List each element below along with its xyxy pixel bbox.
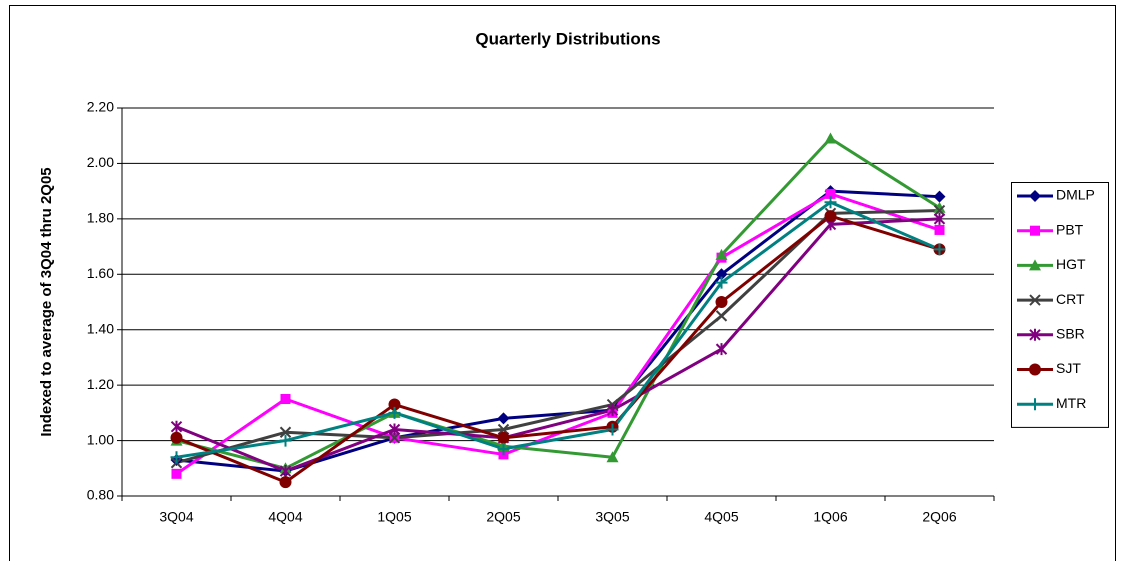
marker <box>824 196 837 209</box>
marker <box>280 394 291 404</box>
y-tick-label: 1.00 <box>87 431 114 447</box>
marker <box>933 204 946 217</box>
series-line <box>175 217 940 473</box>
marker <box>606 451 619 463</box>
marker <box>497 431 510 444</box>
marker <box>715 310 728 322</box>
x-tick-label: 3Q04 <box>159 509 193 525</box>
marker <box>825 188 836 199</box>
x-tick-label: 2Q06 <box>922 509 956 525</box>
legend-label: SJT <box>1056 360 1081 376</box>
marker <box>715 296 728 308</box>
marker <box>824 132 837 144</box>
x-tick-label: 4Q04 <box>268 509 302 525</box>
legend-label: HGT <box>1056 256 1086 272</box>
y-tick-label: 1.80 <box>87 210 114 226</box>
marker <box>1029 328 1041 341</box>
marker <box>1029 363 1041 376</box>
y-tick-label: 1.40 <box>87 320 114 336</box>
marker <box>715 268 728 281</box>
marker <box>170 431 183 444</box>
series-line <box>176 136 941 470</box>
x-tick-label: 1Q06 <box>813 509 847 525</box>
marker <box>1029 190 1041 202</box>
chart-border <box>9 5 1116 561</box>
legend-label: DMLP <box>1056 187 1095 203</box>
marker <box>933 212 946 225</box>
legend-label: SBR <box>1056 326 1085 342</box>
marker <box>933 201 946 213</box>
legend-label: CRT <box>1056 291 1085 307</box>
marker <box>933 243 946 256</box>
marker <box>497 412 510 425</box>
marker <box>715 343 728 356</box>
y-tick-label: 2.00 <box>87 154 114 170</box>
series-line <box>176 189 940 473</box>
marker <box>497 442 510 455</box>
marker <box>933 190 946 203</box>
y-tick-label: 0.80 <box>87 487 114 503</box>
marker <box>715 248 728 260</box>
y-tick-label: 1.20 <box>87 376 114 392</box>
series-line <box>175 214 940 484</box>
marker <box>934 224 945 235</box>
x-tick-label: 3Q05 <box>595 509 629 525</box>
marker <box>279 465 292 478</box>
x-tick-label: 1Q05 <box>377 509 411 525</box>
y-tick-label: 2.20 <box>87 99 114 115</box>
marker <box>1029 294 1041 306</box>
marker <box>388 398 401 411</box>
marker <box>388 406 401 419</box>
series-line <box>176 200 941 459</box>
legend-box <box>1011 182 1109 428</box>
y-tick-label: 1.60 <box>87 265 114 281</box>
marker <box>824 210 837 223</box>
x-tick-label: 4Q05 <box>704 509 738 525</box>
x-tick-label: 2Q05 <box>486 509 520 525</box>
marker <box>606 423 619 436</box>
marker <box>388 432 401 444</box>
marker <box>715 276 728 289</box>
marker <box>171 468 182 479</box>
marker <box>606 404 619 417</box>
marker <box>1030 225 1040 236</box>
legend-label: PBT <box>1056 221 1084 237</box>
marker <box>170 420 183 433</box>
marker <box>279 434 292 447</box>
marker <box>279 476 292 489</box>
chart-title: Quarterly Distributions <box>475 29 660 48</box>
marker <box>1029 259 1041 271</box>
marker <box>279 426 292 438</box>
marker <box>388 423 401 436</box>
legend-label: MTR <box>1056 395 1086 411</box>
marker <box>170 451 183 464</box>
marker <box>1029 398 1041 411</box>
y-axis-title: Indexed to average of 3Q04 thru 2Q05 <box>38 167 55 436</box>
